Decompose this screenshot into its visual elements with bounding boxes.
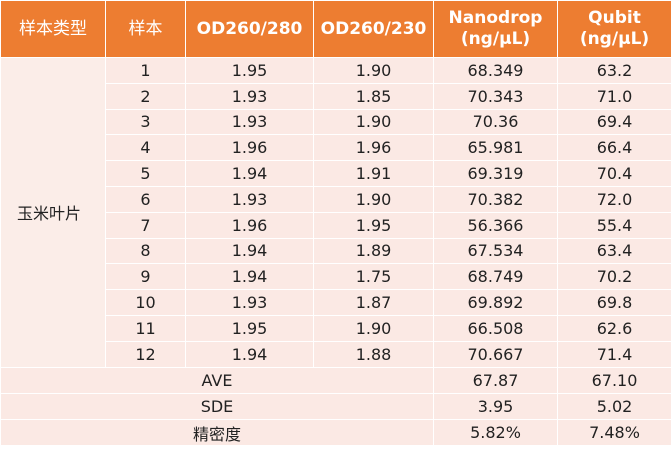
cell-od260-280: 1.94	[185, 263, 314, 291]
cell-sample: 5	[105, 160, 186, 187]
table-row: 9 1.94 1.75 68.749 70.2	[1, 263, 671, 291]
header-row: 样本类型 样本 OD260/280 OD260/230 Nanodrop (ng/μL) Q…	[0, 0, 671, 58]
summary-qubit: 7.48%	[557, 419, 671, 447]
summary-label: AVE	[0, 366, 434, 394]
sample-type-cell: 玉米叶片	[0, 57, 106, 368]
cell-nanodrop: 68.749	[433, 263, 558, 291]
cell-sample: 10	[105, 289, 186, 316]
summary-row: AVE 67.87 67.10	[0, 366, 671, 394]
header-sample: 样本	[105, 0, 186, 58]
cell-nanodrop: 69.319	[433, 160, 558, 187]
cell-od260-280: 1.93	[185, 185, 314, 213]
cell-nanodrop: 56.366	[433, 211, 558, 239]
cell-nanodrop: 65.981	[433, 134, 558, 162]
cell-sample: 3	[105, 108, 186, 136]
cell-od260-230: 1.88	[313, 340, 434, 368]
summary-nanodrop: 3.95	[433, 392, 558, 421]
cell-nanodrop: 67.534	[433, 237, 558, 265]
cell-qubit: 69.4	[557, 108, 671, 136]
cell-nanodrop: 70.343	[433, 82, 558, 110]
cell-nanodrop: 66.508	[433, 314, 558, 342]
cell-od260-280: 1.94	[185, 340, 314, 368]
cell-nanodrop: 69.892	[433, 289, 558, 316]
table-row: 4 1.96 1.96 65.981 66.4	[1, 134, 671, 162]
table-row: 2 1.93 1.85 70.343 71.0	[1, 82, 671, 110]
summary-nanodrop: 67.87	[433, 366, 558, 394]
summary-row: SDE 3.95 5.02	[0, 392, 671, 421]
summary-row: 精密度 5.82% 7.48%	[0, 419, 671, 447]
table-row: 玉米叶片 1 1.95 1.90 68.349 63.2	[0, 57, 671, 368]
cell-qubit: 70.4	[557, 160, 671, 187]
table-row: 10 1.93 1.87 69.892 69.8	[1, 289, 671, 316]
cell-od260-230: 1.90	[313, 314, 434, 342]
cell-nanodrop: 68.349	[433, 57, 558, 84]
cell-sample: 12	[105, 340, 186, 368]
cell-sample: 11	[105, 314, 186, 342]
cell-qubit: 71.0	[557, 82, 671, 110]
cell-sample: 4	[105, 134, 186, 162]
cell-od260-230: 1.90	[313, 185, 434, 213]
cell-od260-230: 1.90	[313, 57, 434, 84]
cell-od260-230: 1.75	[313, 263, 434, 291]
cell-od260-230: 1.96	[313, 134, 434, 162]
summary-nanodrop: 5.82%	[433, 419, 558, 447]
cell-qubit: 70.2	[557, 263, 671, 291]
table-row: 5 1.94 1.91 69.319 70.4	[1, 160, 671, 187]
cell-od260-280: 1.96	[185, 134, 314, 162]
cell-od260-280: 1.95	[185, 57, 314, 84]
cell-qubit: 69.8	[557, 289, 671, 316]
table-row: 11 1.95 1.90 66.508 62.6	[1, 314, 671, 342]
cell-od260-280: 1.93	[185, 82, 314, 110]
cell-qubit: 62.6	[557, 314, 671, 342]
cell-od260-230: 1.87	[313, 289, 434, 316]
cell-od260-280: 1.94	[185, 237, 314, 265]
cell-qubit: 63.4	[557, 237, 671, 265]
table-row: 8 1.94 1.89 67.534 63.4	[1, 237, 671, 265]
cell-od260-230: 1.89	[313, 237, 434, 265]
cell-od260-280: 1.96	[185, 211, 314, 239]
header-sample-type: 样本类型	[0, 0, 106, 58]
cell-od260-280: 1.93	[185, 289, 314, 316]
cell-od260-230: 1.91	[313, 160, 434, 187]
summary-qubit: 5.02	[557, 392, 671, 421]
header-nanodrop: Nanodrop (ng/μL)	[433, 0, 558, 58]
cell-qubit: 63.2	[557, 57, 671, 84]
cell-od260-230: 1.90	[313, 108, 434, 136]
header-od260-230: OD260/230	[313, 0, 434, 58]
summary-label: SDE	[0, 392, 434, 421]
cell-sample: 9	[105, 263, 186, 291]
table-row: 3 1.93 1.90 70.36 69.4	[1, 108, 671, 136]
cell-od260-280: 1.95	[185, 314, 314, 342]
cell-od260-230: 1.95	[313, 211, 434, 239]
summary-qubit: 67.10	[557, 366, 671, 394]
cell-od260-280: 1.94	[185, 160, 314, 187]
cell-nanodrop: 70.382	[433, 185, 558, 213]
cell-qubit: 72.0	[557, 185, 671, 213]
cell-sample: 6	[105, 185, 186, 213]
cell-sample: 7	[105, 211, 186, 239]
cell-qubit: 66.4	[557, 134, 671, 162]
header-qubit: Qubit (ng/μL)	[557, 0, 671, 58]
cell-sample: 1	[105, 57, 186, 84]
header-od260-280: OD260/280	[185, 0, 314, 58]
summary-label: 精密度	[0, 419, 434, 447]
cell-od260-230: 1.85	[313, 82, 434, 110]
cell-nanodrop: 70.36	[433, 108, 558, 136]
cell-sample: 8	[105, 237, 186, 265]
cell-qubit: 55.4	[557, 211, 671, 239]
cell-sample: 2	[105, 82, 186, 110]
cell-nanodrop: 70.667	[433, 340, 558, 368]
cell-od260-280: 1.93	[185, 108, 314, 136]
cell-qubit: 71.4	[557, 340, 671, 368]
